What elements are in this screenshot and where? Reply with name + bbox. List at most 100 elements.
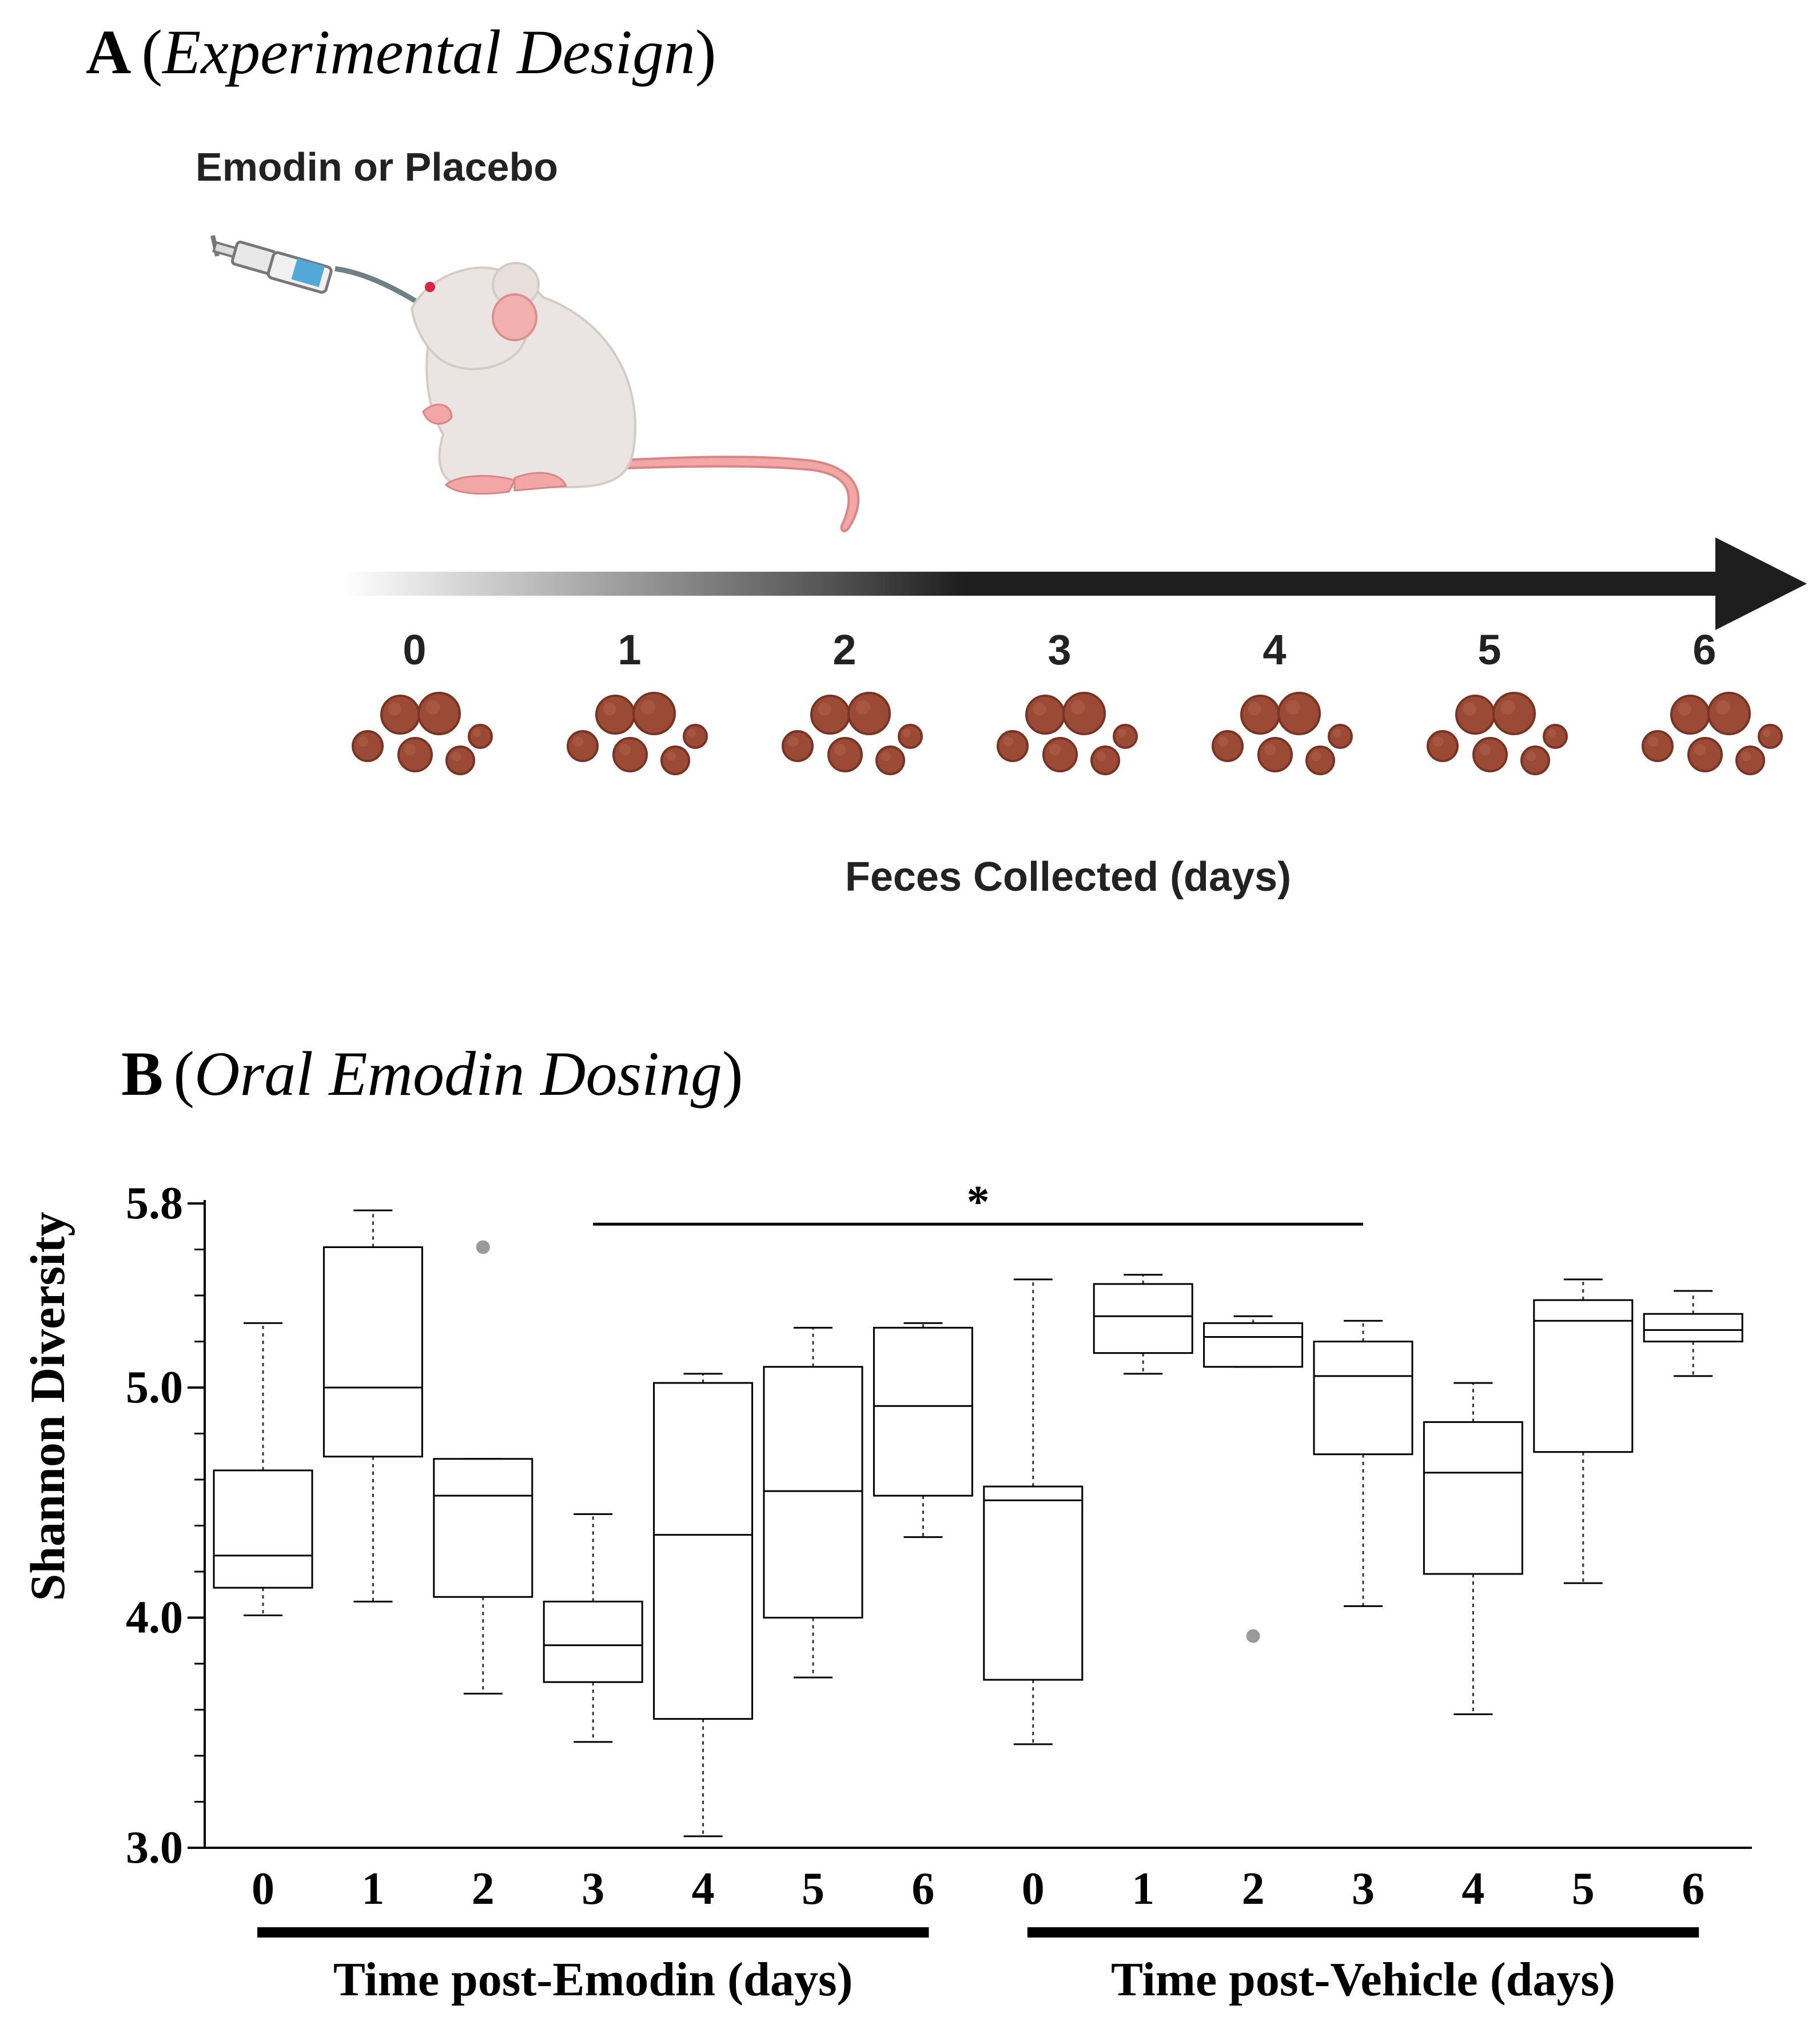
feces-highlight	[1033, 702, 1046, 716]
x-tick-label: 2	[472, 1864, 495, 1914]
panel-a-heading: A (Experimental Design)	[86, 17, 716, 87]
feces-highlight	[1218, 736, 1229, 747]
feces-highlight	[573, 736, 584, 747]
feces-pellet	[1758, 724, 1783, 749]
x-tick-label: 1	[361, 1864, 384, 1914]
panel-a-letter: A	[86, 17, 131, 87]
feces-highlight	[388, 702, 401, 716]
mouse-icon	[410, 262, 860, 532]
y-tick-label: 3.0	[126, 1823, 183, 1873]
feces-pellet	[683, 724, 708, 749]
feces-highlight	[1548, 729, 1556, 737]
feces-highlight	[903, 729, 911, 737]
iqr-box	[983, 1485, 1084, 1681]
feces-pellet	[875, 746, 905, 775]
feces-highlight	[818, 702, 831, 716]
feces-highlight	[1118, 729, 1126, 737]
iqr-box	[1643, 1313, 1743, 1342]
panel-a-title: Experimental Design	[161, 17, 695, 87]
x-tick-label: 5	[1572, 1864, 1595, 1914]
box-day-1-vehicle	[1093, 1274, 1193, 1375]
feces-highlight	[788, 736, 799, 747]
feces-pellet	[1042, 737, 1078, 772]
box-day-6-vehicle	[1643, 1290, 1743, 1377]
box-day-1-emodin	[322, 1209, 423, 1603]
group-bars: Time post-Emodin (days) Time post-Vehicle…	[257, 1927, 1699, 2006]
feces-highlight	[1248, 702, 1261, 716]
day-labels: 0 1 2 3 4 5 6	[403, 626, 1716, 673]
feces-highlight	[404, 744, 416, 756]
significance-label: *	[967, 1177, 990, 1227]
iqr-box	[763, 1366, 863, 1619]
feces-highlight	[640, 700, 655, 715]
feces-pellet	[1707, 692, 1751, 735]
box-plot: 3.0 4.0 5.0 5.8 0 1 2 3 4 5 6 0 1 2 3 4 5 6 *	[126, 1177, 1752, 1914]
feces-highlight	[1264, 744, 1276, 756]
feces-pellet	[1240, 695, 1280, 735]
iqr-box	[543, 1600, 643, 1683]
day-label: 6	[1692, 626, 1716, 673]
feces-highlight	[1311, 751, 1321, 762]
x-tick-label: 4	[1461, 1864, 1484, 1914]
y-tick-label: 5.0	[126, 1362, 183, 1413]
panel-a: A (Experimental Design) Emodin or Placebo	[86, 17, 1807, 900]
feces-highlight	[1526, 751, 1536, 762]
feces-pellet	[1687, 737, 1723, 772]
feces-highlight	[473, 729, 481, 737]
y-tick-label: 4.0	[126, 1593, 183, 1643]
x-tick-label: 0	[1022, 1864, 1045, 1914]
feces-highlight	[451, 751, 461, 762]
feces-pellet	[1113, 724, 1138, 749]
feces-highlight	[425, 700, 440, 715]
feces-highlight	[1741, 751, 1751, 762]
feces-pellet	[352, 730, 384, 762]
box-day-6-emodin	[873, 1322, 973, 1538]
box-day-0-emodin	[213, 1322, 313, 1616]
y-axis-label: Shannon Diversity	[20, 1212, 75, 1601]
feces-highlight	[1096, 751, 1106, 762]
feces-pellet	[782, 730, 814, 762]
feces-icon	[997, 692, 1138, 775]
outlier-point	[1246, 1629, 1260, 1643]
arrow-icon	[343, 537, 1807, 630]
y-tick-label: 5.8	[126, 1178, 183, 1229]
feces-icon	[352, 692, 493, 775]
feces-icon	[1642, 692, 1783, 775]
feces-highlight	[603, 702, 616, 716]
feces-highlight	[1763, 729, 1771, 737]
x-tick-label: 2	[1242, 1864, 1265, 1914]
feces-pellet	[1090, 746, 1120, 775]
feces-highlight	[688, 729, 696, 737]
feces-highlight	[1070, 700, 1085, 715]
feces-highlight	[855, 700, 870, 715]
feces-pellet	[1520, 746, 1550, 775]
iqr-box	[1093, 1283, 1193, 1354]
feces-highlight	[666, 751, 676, 762]
iqr-box	[1203, 1322, 1304, 1368]
day-label: 3	[1048, 626, 1071, 673]
iqr-box	[1423, 1421, 1523, 1575]
feces-pellet	[1277, 692, 1321, 735]
iqr-box	[873, 1326, 973, 1497]
feces-pellet	[445, 746, 475, 775]
feces-pellet	[1492, 692, 1536, 735]
box-day-2-vehicle	[1203, 1315, 1304, 1643]
box-day-3-emodin	[543, 1513, 643, 1743]
feces-pellet	[1543, 724, 1568, 749]
feces-pellet	[468, 724, 493, 749]
iqr-box	[433, 1458, 533, 1598]
feces-pellet	[1305, 746, 1335, 775]
feces-highlight	[619, 744, 631, 756]
feces-pellet	[660, 746, 690, 775]
feces-pellet	[567, 730, 599, 762]
x-tick-label: 3	[1352, 1864, 1375, 1914]
feces-pellet	[898, 724, 923, 749]
feces-pellet	[1472, 737, 1508, 772]
feces-collected-label: Feces Collected (days)	[845, 854, 1291, 900]
panel-b-letter: B	[121, 1039, 163, 1109]
feces-pellet	[1062, 692, 1106, 735]
box-day-4-emodin	[653, 1373, 754, 1837]
feces-pellet	[397, 737, 433, 772]
x-tick-label: 1	[1132, 1864, 1154, 1914]
treatment-label: Emodin or Placebo	[196, 145, 558, 189]
